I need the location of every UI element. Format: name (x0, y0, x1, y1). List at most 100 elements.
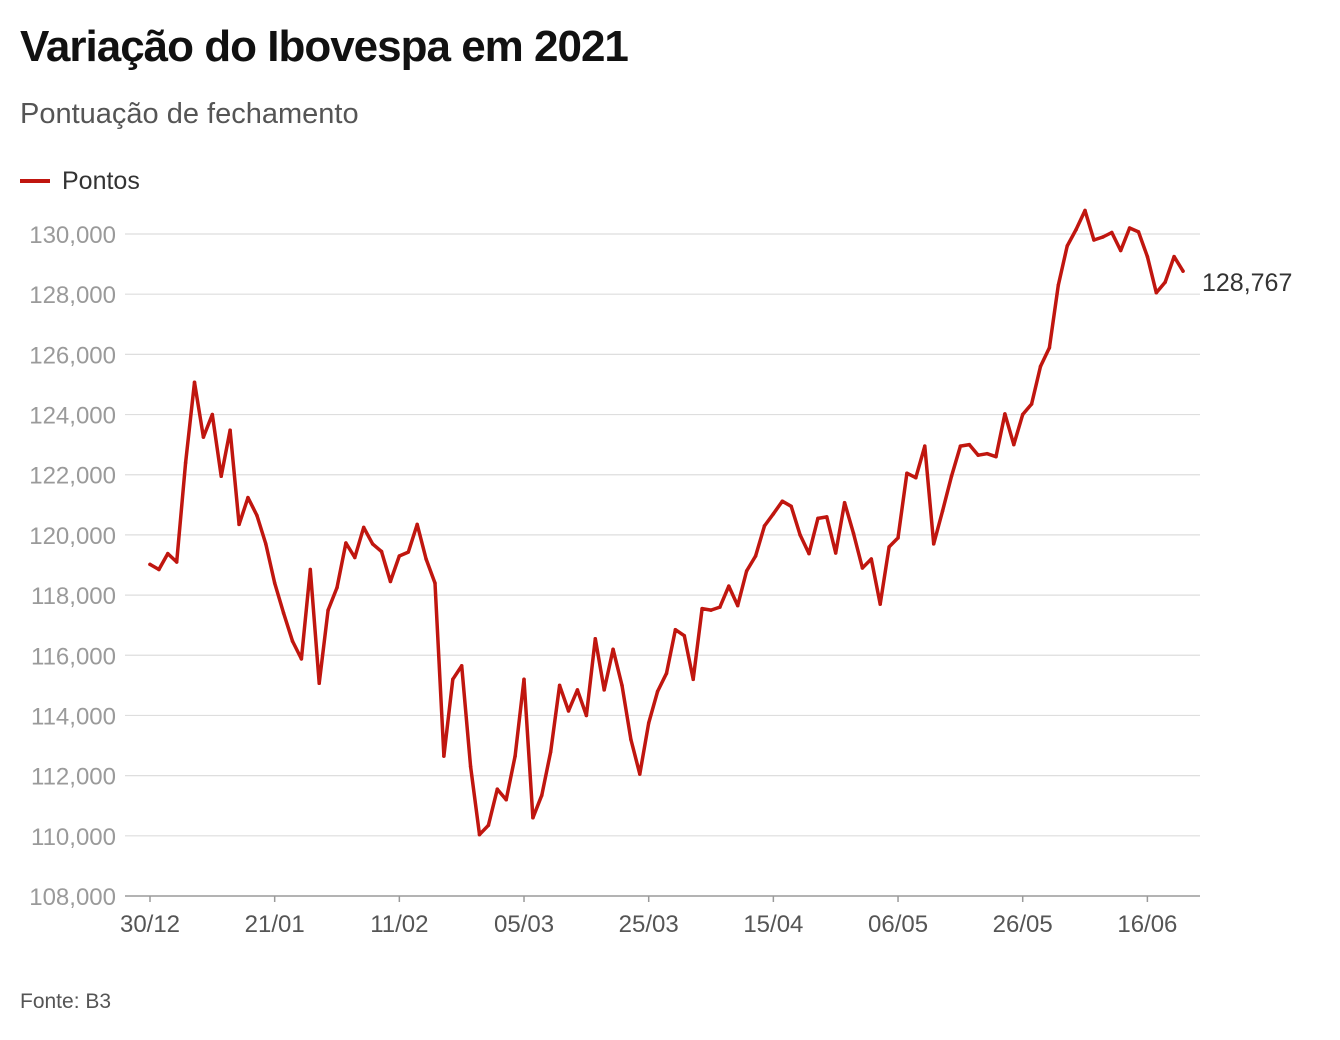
data-point (1038, 364, 1043, 369)
data-point (406, 550, 410, 554)
data-point (1110, 230, 1114, 235)
legend-swatch (20, 179, 50, 183)
data-point (958, 444, 963, 448)
data-point (967, 442, 972, 447)
data-point (1127, 226, 1132, 230)
data-point (833, 551, 838, 555)
data-point (548, 749, 553, 754)
data-point (183, 460, 188, 465)
data-point (1101, 235, 1105, 239)
data-point (789, 504, 793, 509)
data-point (646, 721, 651, 725)
source-note: Fonte: B3 (20, 990, 112, 1013)
data-point (1092, 238, 1096, 242)
chart-title: Variação do Ibovespa em 2021 (20, 22, 629, 71)
data-point (353, 555, 357, 560)
data-point (326, 608, 330, 612)
data-point (272, 581, 277, 585)
y-tick-label: 118,000 (31, 583, 116, 610)
data-point (682, 633, 687, 638)
data-point (219, 474, 223, 478)
data-point (495, 787, 500, 791)
data-point (1029, 402, 1034, 406)
data-point (896, 536, 900, 540)
data-point (433, 581, 437, 585)
data-point (201, 435, 206, 439)
data-point (513, 754, 517, 758)
y-tick-label: 128,000 (29, 282, 116, 309)
data-point (522, 677, 526, 682)
data-point (976, 453, 980, 457)
data-point (798, 533, 802, 537)
data-point (335, 585, 339, 590)
end-value-label: 128,767 (1202, 269, 1292, 297)
data-point (557, 683, 562, 688)
data-point (664, 671, 669, 676)
series-line-pontos (148, 208, 1185, 837)
data-point (905, 471, 909, 475)
data-point (914, 475, 918, 480)
y-tick-label: 124,000 (29, 403, 116, 430)
data-point (1047, 345, 1052, 350)
data-point (673, 627, 678, 632)
data-point (825, 515, 829, 519)
data-point (540, 793, 544, 797)
y-tick-label: 108,000 (29, 884, 116, 911)
data-point (771, 512, 776, 516)
data-point (1172, 254, 1176, 259)
data-point (361, 525, 366, 530)
data-point (468, 764, 473, 769)
data-point (1012, 442, 1016, 447)
x-tick-label: 30/12 (120, 911, 180, 938)
line-chart: 108,000 110,000 112,000 114,000 116,000 118,0… (29, 208, 1292, 938)
data-point (638, 772, 642, 776)
data-point (504, 797, 508, 802)
data-point (709, 608, 713, 612)
data-point (228, 428, 232, 432)
data-point (397, 554, 402, 558)
data-point (762, 524, 767, 528)
data-point (1136, 230, 1141, 234)
y-tick-label: 126,000 (29, 342, 116, 369)
data-point (264, 542, 268, 546)
data-point (148, 562, 152, 567)
data-points (148, 208, 1185, 837)
data-point (459, 664, 464, 668)
y-tick-label: 110,000 (31, 824, 116, 851)
x-tick-label: 06/05 (868, 911, 928, 938)
data-point (620, 683, 624, 688)
data-point (923, 444, 927, 448)
data-point (611, 647, 615, 652)
data-point (593, 636, 598, 641)
data-point (424, 557, 428, 561)
data-point (174, 560, 179, 564)
series-layer (148, 208, 1185, 837)
x-tick-label: 16/06 (1117, 911, 1177, 938)
y-tick-label: 116,000 (31, 643, 116, 670)
data-point (735, 603, 740, 608)
data-point (985, 451, 989, 456)
data-point (210, 412, 215, 417)
data-point (1056, 283, 1061, 287)
data-point (415, 522, 419, 527)
data-point (940, 509, 945, 513)
data-point (388, 579, 393, 584)
data-point (166, 551, 170, 556)
data-point (869, 557, 874, 561)
x-tick-label: 21/01 (245, 911, 305, 938)
data-point (931, 542, 936, 546)
data-point (344, 541, 348, 545)
data-point (655, 689, 660, 694)
data-point (1083, 208, 1087, 213)
y-axis: 108,000 110,000 112,000 114,000 116,000 118,0… (29, 222, 116, 911)
data-point (602, 688, 606, 692)
data-point (860, 566, 865, 570)
data-point (691, 677, 695, 682)
data-point (370, 542, 375, 546)
data-point (1163, 280, 1167, 284)
data-point (317, 681, 321, 686)
data-point (851, 531, 856, 536)
data-point (629, 737, 633, 742)
data-point (1145, 254, 1150, 259)
data-point (753, 554, 758, 558)
